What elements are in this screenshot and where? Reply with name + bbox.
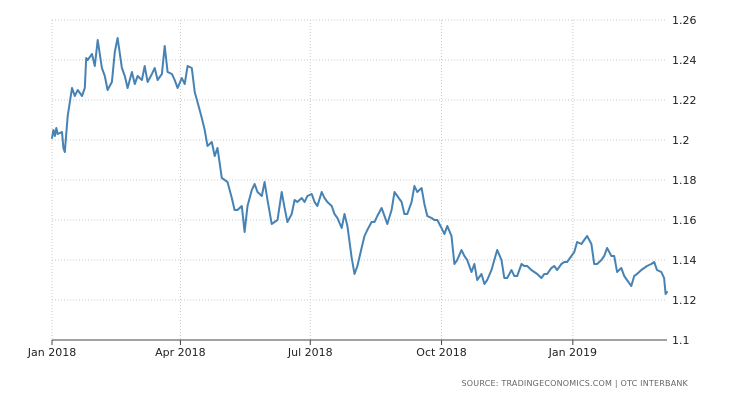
x-axis [51, 339, 667, 345]
y-tick-label: 1.26 [672, 14, 697, 27]
y-tick-label: 1.22 [672, 94, 697, 107]
y-tick-label: 1.14 [672, 254, 697, 267]
y-tick-label: 1.24 [672, 54, 697, 67]
x-tick-label: Oct 2018 [416, 346, 467, 359]
y-tick-label: 1.2 [672, 134, 690, 147]
y-tick-label: 1.18 [672, 174, 697, 187]
y-tick-label: 1.1 [672, 334, 690, 347]
x-axis-labels: Jan 2018 Apr 2018 Jul 2018 Oct 2018 Jan 2019 [27, 346, 597, 359]
x-tick-label: Jan 2019 [548, 346, 597, 359]
x-tick-label: Jan 2018 [27, 346, 76, 359]
source-label: SOURCE: TRADINGECONOMICS.COM | OTC INTER… [462, 379, 689, 388]
y-axis: 1.1 1.12 1.14 1.16 1.18 1.2 1.22 1.24 1.26 [672, 14, 697, 347]
series-line [51, 37, 668, 295]
x-tick-label: Apr 2018 [155, 346, 206, 359]
grid-layer [51, 19, 667, 340]
series-layer [51, 37, 668, 295]
y-tick-label: 1.16 [672, 214, 697, 227]
x-tick-label: Jul 2018 [287, 346, 333, 359]
y-tick-label: 1.12 [672, 294, 697, 307]
